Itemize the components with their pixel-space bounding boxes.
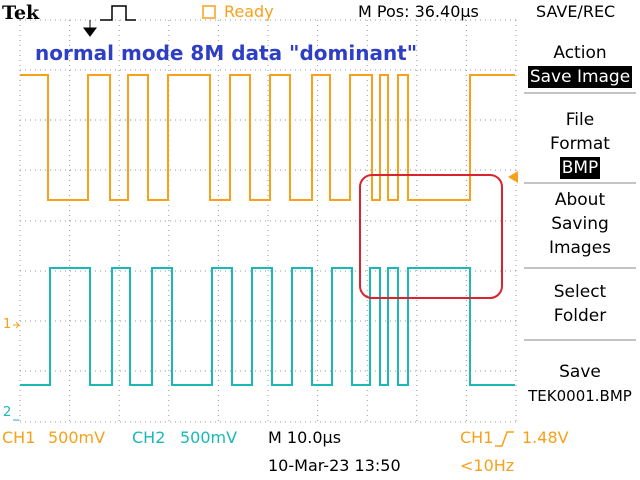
trigger-level: 1.48V [522,428,569,447]
highlight-box [359,174,503,299]
menu-item[interactable]: About Saving Images [522,188,638,260]
menu-selected: Save Image [527,66,633,88]
trigger-level-arrow [508,171,518,183]
menu-item[interactable]: Select Folder [522,280,638,328]
ch1-scale: 500mV [48,428,106,447]
menu-label: Folder [553,306,607,326]
timebase: M 10.0µs [268,428,342,447]
menu-label: Saving [551,214,609,234]
ch1-marker-arrow [13,321,20,329]
frequency: <10Hz [460,456,515,475]
menu-title: SAVE/REC [536,2,616,21]
menu-label: File [565,110,595,130]
menu-label: TEK0001.BMP [528,387,632,405]
menu-separators [524,92,636,341]
menu-item[interactable]: Save TEK0001.BMP [522,360,638,408]
brand: Tek [2,2,40,24]
ch2-marker: 2 [3,405,12,420]
datetime: 10-Mar-23 13:50 [268,456,401,475]
ch2-trace [20,267,515,386]
menu-label: Action [553,43,607,63]
ch1-name: CH1 [2,428,36,447]
ch1-marker: 1 [3,317,12,332]
grid [19,19,517,423]
menu-label: Save [559,362,601,382]
status: Ready [224,2,274,21]
position: M Pos: 36.40µs [358,2,479,21]
menu-item[interactable]: Action Save Image [522,41,638,89]
menu-selected: BMP [559,157,601,179]
ch2-scale: 500mV [180,428,238,447]
status-icon [202,5,216,19]
trigger-source: CH1 [460,428,494,447]
menu-label: Select [553,282,607,302]
menu-item[interactable]: File Format BMP [522,108,638,180]
annotation: normal mode 8M data "dominant" [35,41,418,65]
trigger-icon [100,5,136,21]
menu-label: Images [548,238,612,258]
trigger-position [83,20,97,37]
ch1-trace [20,74,515,201]
ch2-name: CH2 [132,428,166,447]
menu-label: Format [550,134,610,154]
trigger-slope-icon [495,431,514,447]
menu-label: About [554,190,606,210]
